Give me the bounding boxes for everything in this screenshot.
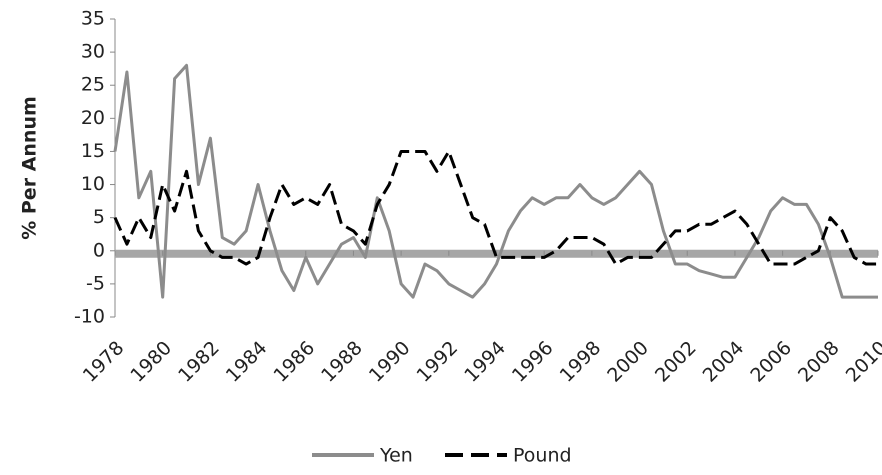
series-line [113,63,878,299]
x-tick-label: 2010 [842,337,882,387]
y-tick-label: 20 [81,107,105,129]
y-tick-label: -5 [86,272,105,294]
x-tick-label: 1988 [317,337,367,387]
x-tick-label: 1990 [365,337,415,387]
y-axis-label: % Per Annum [19,96,41,240]
x-tick-label: 2004 [699,337,749,387]
y-tick-label: 0 [93,239,105,261]
legend-label: Pound [513,445,572,467]
y-tick-label: 15 [81,140,105,162]
y-tick-label: 25 [81,74,105,96]
x-tick-label: 2006 [746,337,796,387]
x-tick-label: 1984 [222,337,272,387]
x-tick-label: 2002 [651,337,701,387]
x-tick-label: 1996 [508,337,558,387]
x-tick-label: 1980 [126,337,176,387]
x-tick-label: 1982 [174,337,224,387]
x-tick-label: 1992 [412,337,462,387]
legend-label: Yen [379,445,413,467]
x-tick-label: 1978 [79,337,129,387]
y-tick-label: 5 [93,206,105,228]
x-tick-label: 2008 [794,337,844,387]
x-tick-label: 1986 [269,337,319,387]
x-tick-label: 2000 [603,337,653,387]
y-tick-label: -10 [74,306,105,328]
y-tick-label: 30 [81,41,105,63]
x-tick-label: 1994 [460,337,510,387]
x-tick-label: 1998 [556,337,606,387]
y-tick-label: 35 [81,8,105,30]
series-line [113,149,878,266]
y-tick-label: 10 [81,173,105,195]
